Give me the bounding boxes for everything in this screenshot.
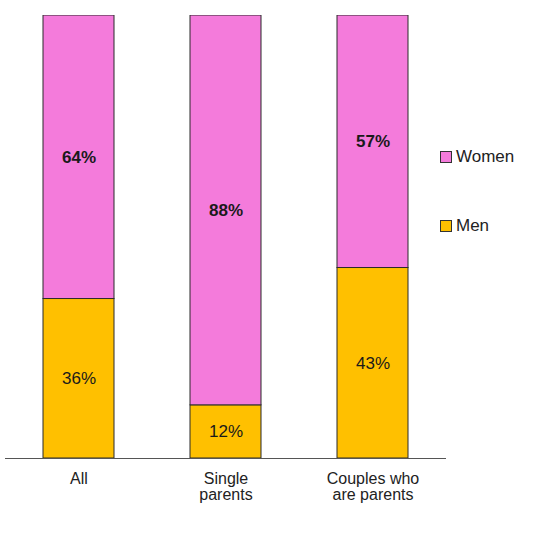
svg-text:Couples whoare parents: Couples whoare parents	[327, 470, 420, 503]
svg-text:All: All	[70, 470, 88, 487]
svg-text:88%: 88%	[209, 201, 243, 220]
html-text:Women: Women	[456, 147, 515, 166]
svg-text:43%: 43%	[356, 354, 390, 373]
svg-text:12%: 12%	[209, 422, 243, 441]
svg-text:Singleparents: Singleparents	[199, 470, 252, 503]
svg-text:57%: 57%	[356, 132, 390, 151]
html-text:Men: Men	[456, 216, 490, 235]
svg-text:36%: 36%	[62, 369, 96, 388]
svg-text:64%: 64%	[62, 148, 96, 167]
